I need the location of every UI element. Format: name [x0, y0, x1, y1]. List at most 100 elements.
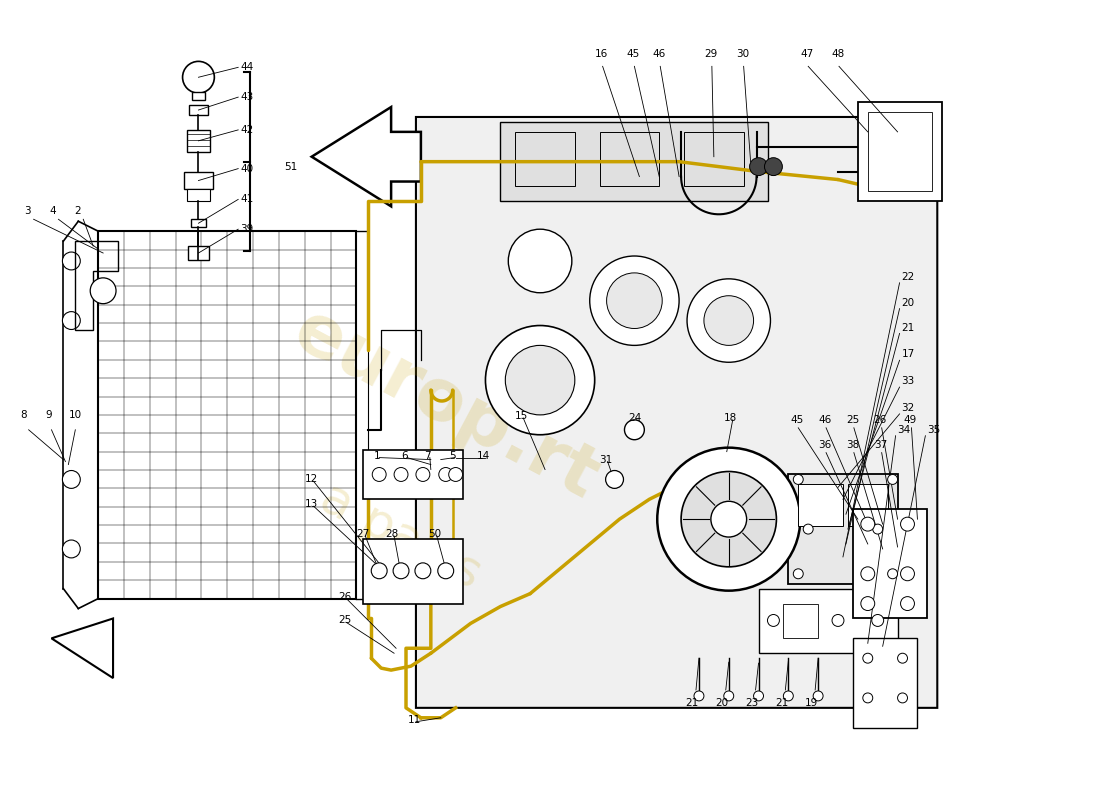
Text: 13: 13	[305, 499, 318, 510]
Circle shape	[183, 62, 215, 93]
Text: 27: 27	[356, 529, 370, 539]
Text: a parts: a parts	[311, 474, 490, 598]
Bar	[600, 132, 659, 186]
Circle shape	[63, 540, 80, 558]
Text: 30: 30	[736, 50, 749, 59]
Text: 22: 22	[902, 272, 915, 282]
Circle shape	[901, 597, 914, 610]
Text: 51: 51	[284, 162, 297, 172]
Text: 31: 31	[600, 454, 613, 465]
Circle shape	[63, 312, 80, 330]
Text: 48: 48	[830, 50, 845, 59]
Circle shape	[861, 517, 875, 531]
Text: 39: 39	[240, 224, 253, 234]
Circle shape	[754, 691, 763, 701]
Text: 25: 25	[338, 615, 351, 626]
Text: 16: 16	[595, 50, 608, 59]
Circle shape	[704, 296, 754, 346]
Circle shape	[606, 470, 624, 488]
Circle shape	[871, 614, 883, 626]
Bar	[187, 190, 210, 202]
Circle shape	[901, 517, 914, 531]
Circle shape	[888, 569, 898, 578]
Polygon shape	[416, 117, 937, 708]
Text: 34: 34	[898, 425, 911, 434]
Circle shape	[783, 691, 793, 701]
Bar	[190, 219, 207, 227]
Bar	[184, 171, 213, 190]
Circle shape	[438, 563, 453, 578]
Circle shape	[688, 279, 770, 362]
Text: 24: 24	[628, 413, 641, 423]
Circle shape	[724, 691, 734, 701]
Bar	[684, 132, 744, 186]
Text: 6: 6	[402, 450, 408, 461]
Circle shape	[372, 563, 387, 578]
Text: 9: 9	[45, 410, 52, 420]
Text: 8: 8	[21, 410, 28, 420]
Circle shape	[898, 693, 907, 703]
Text: 42: 42	[240, 125, 253, 135]
Text: 45: 45	[790, 415, 804, 425]
Text: 50: 50	[428, 529, 441, 539]
Circle shape	[898, 654, 907, 663]
Text: 46: 46	[818, 415, 832, 425]
Text: 4: 4	[50, 206, 56, 216]
Circle shape	[485, 326, 595, 434]
Text: 35: 35	[927, 425, 940, 434]
Text: 20: 20	[715, 698, 728, 708]
Text: 21: 21	[902, 322, 915, 333]
Text: 28: 28	[385, 529, 398, 539]
Text: 44: 44	[240, 62, 253, 72]
Circle shape	[606, 273, 662, 329]
Bar	[98, 231, 356, 598]
Text: 2: 2	[74, 206, 80, 216]
Bar	[858, 102, 943, 202]
Text: 10: 10	[69, 410, 81, 420]
Text: 17: 17	[902, 350, 915, 359]
Text: 29: 29	[704, 50, 717, 59]
Circle shape	[764, 158, 782, 175]
Bar	[852, 510, 927, 618]
Circle shape	[749, 158, 768, 175]
Text: 38: 38	[846, 440, 859, 450]
Circle shape	[872, 524, 882, 534]
Circle shape	[862, 693, 872, 703]
Circle shape	[63, 252, 80, 270]
Circle shape	[694, 691, 704, 701]
Text: 23: 23	[745, 698, 758, 708]
Text: 25: 25	[846, 415, 859, 425]
Circle shape	[393, 563, 409, 578]
Text: 40: 40	[240, 164, 253, 174]
Circle shape	[803, 524, 813, 534]
Text: 3: 3	[24, 206, 31, 216]
Circle shape	[888, 474, 898, 485]
Circle shape	[416, 467, 430, 482]
Bar	[363, 450, 463, 499]
Circle shape	[861, 567, 875, 581]
Circle shape	[711, 502, 747, 537]
Text: 15: 15	[515, 411, 528, 421]
Text: 47: 47	[801, 50, 814, 59]
Circle shape	[658, 448, 801, 590]
Bar	[187, 130, 210, 152]
Text: 14: 14	[476, 450, 491, 461]
Bar	[759, 589, 898, 654]
Text: 37: 37	[873, 440, 887, 450]
Circle shape	[508, 229, 572, 293]
Circle shape	[449, 467, 463, 482]
Circle shape	[681, 471, 777, 567]
Bar	[363, 539, 463, 603]
Circle shape	[793, 474, 803, 485]
Text: 12: 12	[305, 474, 318, 485]
Bar	[188, 105, 208, 115]
Bar	[187, 246, 209, 260]
Text: 1: 1	[374, 450, 381, 461]
Circle shape	[793, 569, 803, 578]
Text: 36: 36	[818, 440, 832, 450]
Circle shape	[862, 654, 872, 663]
Circle shape	[372, 467, 386, 482]
Circle shape	[813, 691, 823, 701]
Text: 21: 21	[774, 698, 788, 708]
Circle shape	[415, 563, 431, 578]
